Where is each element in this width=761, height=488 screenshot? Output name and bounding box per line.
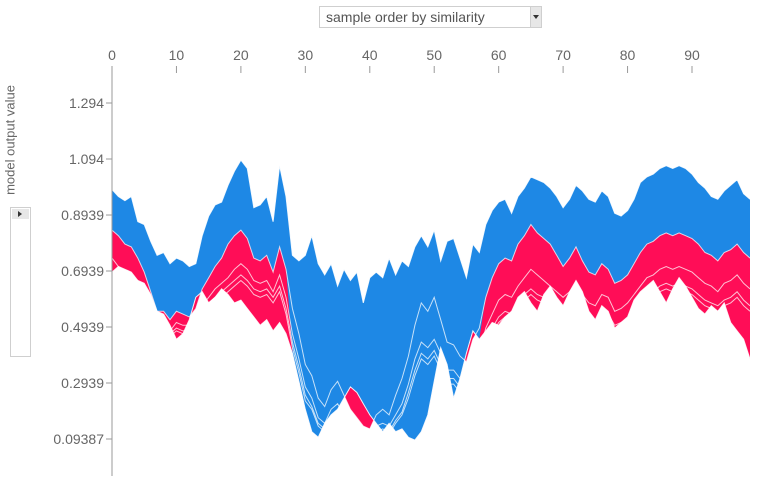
x-tick-label: 60 xyxy=(491,47,507,63)
output-value-select[interactable] xyxy=(10,207,31,357)
chevron-right-icon[interactable] xyxy=(12,209,29,219)
x-tick-label: 10 xyxy=(169,47,185,63)
y-tick-label: 0.4939 xyxy=(61,319,104,335)
sample-order-select-label: sample order by similarity xyxy=(326,9,485,25)
y-tick-label: 1.294 xyxy=(69,95,104,111)
chevron-down-icon[interactable] xyxy=(530,7,541,27)
y-tick-label: 0.2939 xyxy=(61,375,104,391)
sample-order-select[interactable]: sample order by similarity xyxy=(319,6,542,28)
x-tick-label: 80 xyxy=(620,47,636,63)
series-line-1 xyxy=(111,223,751,430)
series-line-3 xyxy=(111,271,751,441)
y-tick-label: 1.094 xyxy=(69,151,104,167)
y-tick-label: 0.6939 xyxy=(61,263,104,279)
negative-area-upper xyxy=(112,160,750,441)
x-tick-label: 90 xyxy=(684,47,700,63)
x-tick-label: 70 xyxy=(555,47,571,63)
x-tick-label: 0 xyxy=(108,47,116,63)
x-tick-label: 30 xyxy=(298,47,314,63)
x-tick-label: 40 xyxy=(362,47,378,63)
x-tick-label: 20 xyxy=(233,47,249,63)
positive-area-lower xyxy=(112,224,750,441)
series-line-2 xyxy=(111,257,751,438)
series-line-4 xyxy=(111,277,751,444)
series-line-5 xyxy=(111,265,751,441)
series-line-0 xyxy=(111,159,751,304)
x-tick-label: 50 xyxy=(426,47,442,63)
y-tick-label: 0.8939 xyxy=(61,207,104,223)
y-tick-label: 0.09387 xyxy=(53,431,104,447)
